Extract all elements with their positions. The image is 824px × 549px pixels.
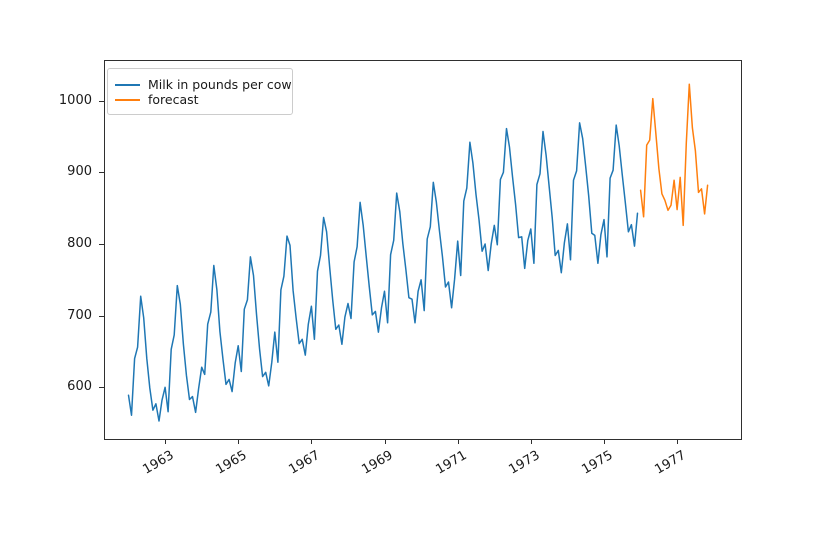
legend-label-milk: Milk in pounds per cow	[148, 76, 292, 92]
x-tick-label: 1971	[433, 448, 470, 478]
y-tick-label: 800	[67, 236, 92, 251]
y-tick-mark	[99, 100, 104, 102]
x-tick-mark	[311, 439, 313, 444]
x-tick-mark	[384, 439, 386, 444]
x-tick-mark	[604, 439, 605, 444]
y-tick-mark	[99, 387, 104, 389]
x-tick-mark	[677, 439, 679, 444]
x-tick-label: 1963	[140, 448, 177, 478]
x-tick-mark	[238, 439, 240, 444]
x-tick-label: 1967	[286, 448, 323, 478]
y-tick-mark	[99, 244, 104, 245]
forecast-line-sample-icon	[115, 98, 140, 101]
y-tick-mark	[99, 172, 104, 174]
x-tick-label: 1973	[506, 448, 543, 478]
x-tick-mark	[165, 439, 167, 444]
y-tick-mark	[99, 315, 104, 317]
legend-label-forecast: forecast	[148, 91, 199, 107]
milk-line-sample-icon	[115, 83, 140, 86]
y-tick-label: 600	[67, 379, 92, 395]
legend: Milk in pounds per cow forecast	[107, 68, 293, 115]
y-tick-label: 700	[67, 307, 92, 323]
x-tick-label: 1969	[359, 448, 396, 478]
y-tick-label: 900	[67, 164, 92, 180]
y-tick-label: 1000	[58, 92, 92, 108]
x-tick-label: 1965	[213, 448, 250, 478]
plot-area	[104, 60, 742, 440]
legend-item-milk: Milk in pounds per cow	[115, 77, 292, 92]
x-tick-mark	[457, 439, 459, 444]
x-tick-label: 1975	[579, 448, 616, 478]
legend-item-forecast: forecast	[115, 92, 284, 107]
x-tick-mark	[530, 439, 532, 444]
x-tick-label: 1977	[652, 448, 689, 478]
